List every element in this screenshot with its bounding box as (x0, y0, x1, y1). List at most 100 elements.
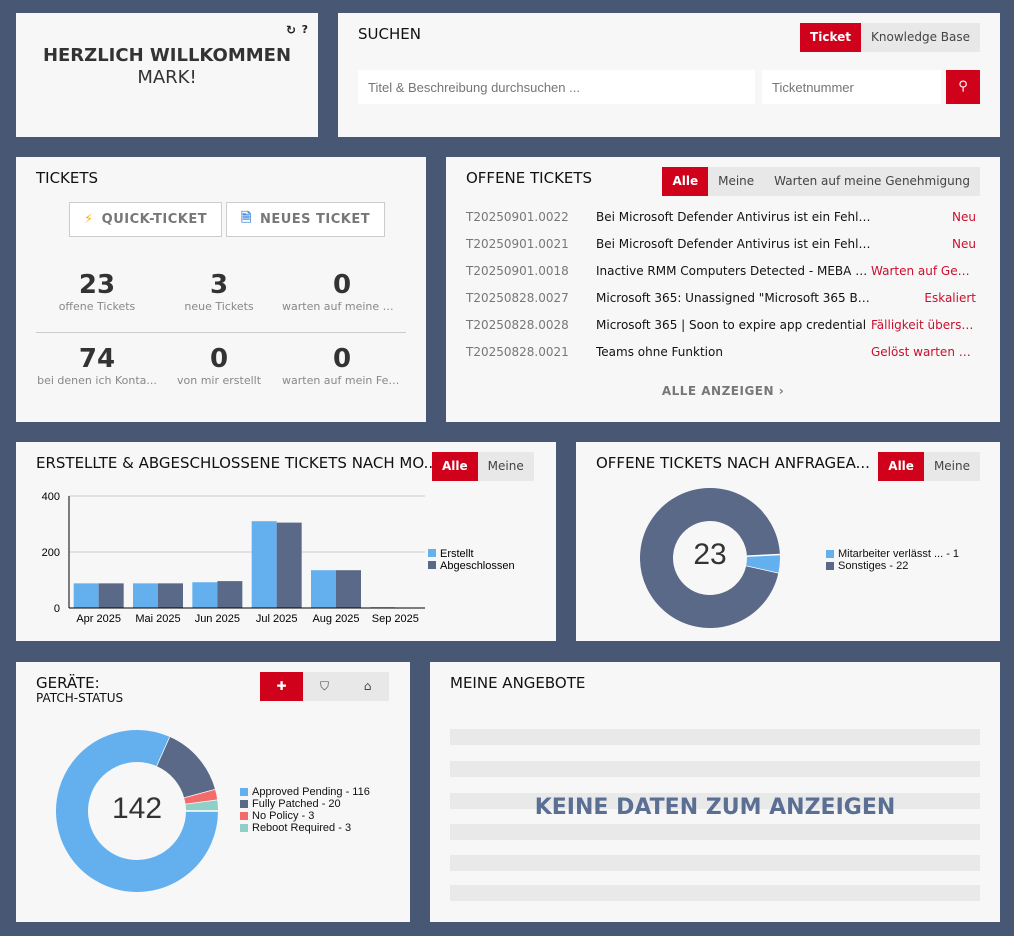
stat-open[interactable]: 23 offene Tickets (58, 270, 136, 313)
legend-item[interactable]: Mitarbeiter verlässt ... - 1 (826, 548, 959, 560)
quick-ticket-button[interactable]: ⚡ QUICK-TICKET (69, 202, 223, 237)
ticket-row[interactable]: T20250828.0027 Microsoft 365: Unassigned … (466, 284, 976, 311)
stat-created-by-me[interactable]: 0 von mir erstellt (176, 344, 262, 387)
ticket-row[interactable]: T20250901.0021 Bei Microsoft Defender Ant… (466, 230, 976, 257)
x-tick-label: Mai 2025 (135, 613, 180, 625)
patch-view-toggle: ✚ ⛉ ⌂ (260, 672, 389, 701)
ticket-subject: Inactive RMM Computers Detected - MEBA M… (596, 263, 871, 278)
new-ticket-label: NEUES TICKET (259, 212, 371, 227)
bar-erstellt (192, 582, 218, 608)
legend-label: Reboot Required - 3 (252, 822, 352, 834)
open-tickets-filter: Alle Meine Warten auf meine Genehmigung (662, 167, 980, 196)
patch-subtitle: PATCH-STATUS (36, 691, 124, 705)
stat-contact[interactable]: 74 bei denen ich Konta... (37, 344, 157, 387)
x-tick-label: Aug 2025 (312, 613, 359, 625)
tickets-card: TICKETS ⚡ QUICK-TICKET 🗎 NEUES TICKET 23 of… (16, 157, 426, 422)
ticket-subject: Microsoft 365 | Soon to expire app crede… (596, 317, 867, 332)
shield-icon[interactable]: ⛉ (319, 679, 329, 693)
legend-label: No Policy - 3 (252, 810, 315, 822)
ticket-status: Fälligkeit überschritten (871, 317, 976, 332)
patch-title: GERÄTE: (36, 674, 100, 692)
tab-mine[interactable]: Meine (487, 459, 524, 473)
legend-swatch (240, 788, 248, 796)
legend-item[interactable]: Fully Patched - 20 (240, 798, 370, 810)
bar-erstellt (73, 583, 99, 608)
request-type-title: OFFENE TICKETS NACH ANFRAGEA... (596, 454, 870, 472)
search-button[interactable]: ⚲ (946, 70, 980, 104)
bar-erstellt (311, 570, 336, 608)
ticket-status: Neu (952, 209, 976, 224)
slice-separator (746, 553, 780, 557)
ticket-row[interactable]: T20250901.0018 Inactive RMM Computers Det… (466, 257, 976, 284)
legend-item[interactable]: Reboot Required - 3 (240, 822, 370, 834)
ticket-id: T20250828.0027 (466, 290, 569, 305)
quick-ticket-label: QUICK-TICKET (101, 212, 208, 227)
ticket-subject: Microsoft 365: Unassigned "Microsoft 365… (596, 290, 871, 305)
divider (36, 332, 406, 333)
tickets-title: TICKETS (36, 169, 99, 187)
tab-all[interactable]: Alle (432, 452, 478, 481)
placeholder-row (450, 855, 980, 871)
x-tick-label: Jul 2025 (256, 613, 298, 625)
legend-label: Erstellt (440, 548, 474, 560)
stat-awaiting-approval[interactable]: 0 warten auf meine Ge... (282, 270, 402, 313)
ticket-status: Neu (952, 236, 976, 251)
ticket-row[interactable]: T20250828.0028 Microsoft 365 | Soon to ex… (466, 311, 976, 338)
search-input[interactable] (358, 70, 755, 104)
ticket-id: T20250901.0018 (466, 263, 569, 278)
new-ticket-button[interactable]: 🗎 NEUES TICKET (226, 202, 386, 237)
legend-swatch (428, 561, 436, 569)
stat-awaiting-feedback[interactable]: 0 warten auf mein Fee... (282, 344, 402, 387)
refresh-icon[interactable]: ↻ (285, 23, 296, 37)
legend-swatch (826, 550, 834, 558)
ticket-subject: Teams ohne Funktion (596, 344, 723, 359)
stat-new[interactable]: 3 neue Tickets (184, 270, 254, 313)
legend-item[interactable]: No Policy - 3 (240, 810, 370, 822)
puzzle-icon[interactable]: ✚ (260, 672, 303, 701)
ticket-id: T20250828.0028 (466, 317, 569, 332)
y-tick-label: 400 (42, 491, 60, 503)
ticket-id: T20250828.0021 (466, 344, 569, 359)
placeholder-row (450, 729, 980, 745)
legend-label: Mitarbeiter verlässt ... - 1 (838, 548, 960, 560)
ticket-id: T20250901.0022 (466, 209, 569, 224)
tab-awaiting-approval[interactable]: Warten auf meine Genehmigung (774, 174, 970, 188)
search-icon: ⚲ (958, 79, 968, 94)
placeholder-row (450, 793, 980, 809)
help-icon[interactable]: ? (301, 23, 308, 36)
tab-ticket[interactable]: Ticket (800, 23, 861, 52)
x-tick-label: Apr 2025 (76, 613, 121, 625)
bar-chart-card: ERSTELLTE & ABGESCHLOSSENE TICKETS NACH … (16, 442, 556, 641)
legend-swatch (826, 562, 834, 570)
search-type-toggle: Ticket Knowledge Base (800, 23, 980, 52)
tab-knowledge-base[interactable]: Knowledge Base (871, 30, 970, 44)
request-type-card: OFFENE TICKETS NACH ANFRAGEA... Alle Mei… (576, 442, 1000, 641)
ticket-row[interactable]: T20250901.0022 Bei Microsoft Defender Ant… (466, 203, 976, 230)
show-all-link[interactable]: ALLE ANZEIGEN › (661, 384, 785, 398)
legend-swatch (240, 812, 248, 820)
tab-all[interactable]: Alle (662, 167, 709, 196)
ticket-number-input[interactable] (762, 70, 941, 104)
donut-slice (156, 737, 216, 799)
bar-chart: 0 200 400 Apr 2025 Mai 2025 Jun 2025 Jul 2025 A… (42, 491, 515, 625)
legend-label: Fully Patched - 20 (252, 798, 341, 810)
tab-mine[interactable]: Meine (718, 174, 755, 188)
bar-erstellt (251, 521, 277, 608)
bar-abgeschlossen (158, 583, 183, 608)
ticket-status: Eskaliert (924, 290, 976, 305)
legend-item[interactable]: Approved Pending - 116 (240, 786, 370, 798)
donut-slice (56, 730, 218, 892)
toolbox-icon[interactable]: ⌂ (363, 679, 372, 693)
legend-item[interactable]: Sonstiges - 22 (826, 560, 959, 572)
legend-label: Sonstiges - 22 (838, 560, 909, 572)
tab-mine[interactable]: Meine (933, 459, 970, 473)
ticket-row[interactable]: T20250828.0021 Teams ohne Funktion Gelöst … (466, 338, 976, 365)
offers-title: MEINE ANGEBOTE (450, 674, 586, 692)
search-title: SUCHEN (358, 25, 421, 43)
tab-all[interactable]: Alle (878, 452, 924, 481)
legend-label: Abgeschlossen (440, 560, 515, 572)
open-tickets-title: OFFENE TICKETS (466, 169, 593, 187)
open-tickets-card: OFFENE TICKETS Alle Meine Warten auf mei… (446, 157, 1000, 422)
patch-status-card: GERÄTE: PATCH-STATUS ✚ ⛉ ⌂ 142 Approved … (16, 662, 410, 922)
patch-donut (56, 730, 218, 892)
